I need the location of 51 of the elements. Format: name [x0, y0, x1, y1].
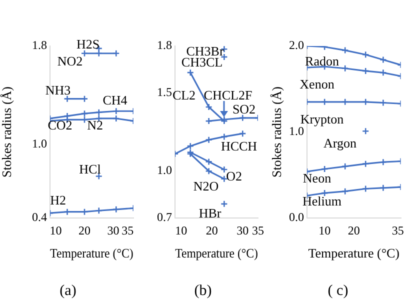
annotation: Neon — [302, 170, 332, 186]
annotation: CHCL2F — [204, 87, 252, 102]
x-axis-title: Temperature (°C) — [175, 246, 258, 261]
y-tick-label: 1.8 — [32, 38, 47, 52]
annotation: Helium — [302, 193, 342, 208]
x-tick-label: 20 — [78, 223, 91, 238]
x-tick-label: 35 — [122, 223, 134, 238]
x-axis-title: Temperature (°C) — [50, 246, 134, 261]
x-tick-label: 20 — [348, 223, 360, 238]
y-tick-label: 1.5 — [157, 85, 172, 100]
annotation: CH4 — [102, 92, 128, 108]
annotation: HBr — [198, 205, 222, 220]
y-tick-label: 0.4 — [32, 210, 47, 224]
text: (a) — [60, 282, 76, 299]
x-tick-label: 10 — [50, 223, 62, 238]
annotation: NO2 — [57, 53, 83, 68]
x-axis-title: Temperature (°C) — [308, 246, 400, 261]
x-tick-label: 10 — [175, 223, 188, 238]
annotation: O2 — [226, 168, 242, 184]
text: ( c) — [328, 282, 348, 299]
annotation: Krypton — [300, 111, 344, 126]
y-tick-label: 0.0 — [289, 210, 304, 224]
x-tick-label: 35 — [252, 223, 264, 238]
annotation: H2 — [50, 192, 66, 208]
annotation: SO2 — [232, 101, 256, 116]
annotation: Argon — [324, 135, 357, 150]
y-tick-label: 1.0 — [32, 136, 47, 150]
x-tick-label: 20 — [206, 223, 218, 238]
annotation: NH3 — [45, 82, 71, 98]
annotation: Radon — [305, 53, 340, 68]
annotation: N2O — [193, 178, 219, 194]
annotation: HCl — [79, 161, 102, 176]
y-tick-label: 0.7 — [157, 210, 172, 224]
annotation: CO2 — [48, 117, 72, 132]
annotation: CL2 — [172, 87, 196, 102]
annotation: N2 — [87, 117, 103, 132]
x-tick-label: 30 — [236, 223, 249, 238]
annotation: Xenon — [300, 76, 335, 92]
x-tick-label: 35 — [392, 223, 404, 238]
y-tick-label: 1.0 — [157, 163, 172, 178]
annotation: HCCH — [220, 138, 258, 154]
x-tick-label: 10 — [318, 223, 331, 238]
y-tick-label: 2.0 — [289, 38, 304, 52]
y-tick-label: 1.8 — [157, 38, 172, 52]
y-axis-title: Stokes radius (Å) — [0, 86, 14, 178]
text: (b) — [194, 282, 212, 299]
annotation: H2S — [76, 36, 100, 52]
annotation: CH3Br — [186, 43, 224, 58]
x-tick-label: 30 — [107, 223, 120, 238]
y-axis-title: Stokes radius (Å) — [269, 86, 284, 178]
y-tick-label: 1.0 — [289, 124, 304, 138]
